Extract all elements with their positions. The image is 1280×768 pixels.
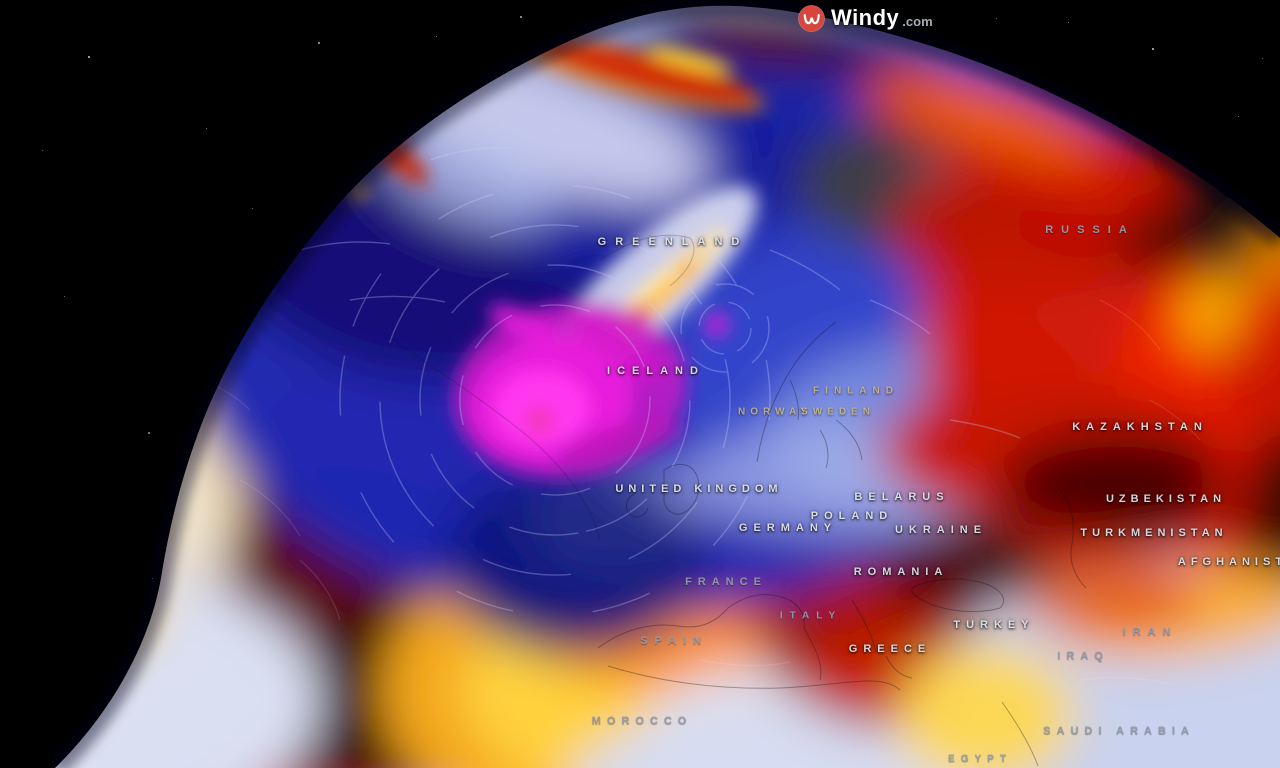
limb-shading [47,0,1280,768]
coastlines [597,321,1087,767]
anomaly-details [348,35,767,480]
wind-streamlines [299,147,1021,616]
coastlines-faint [379,234,695,541]
windy-logo[interactable]: Windy .com [798,2,933,34]
wind-streamlines-warm [199,299,1201,685]
brand-name: Windy [831,5,900,30]
brand-suffix: .com [902,13,933,29]
windy-swirl-icon [798,4,825,32]
